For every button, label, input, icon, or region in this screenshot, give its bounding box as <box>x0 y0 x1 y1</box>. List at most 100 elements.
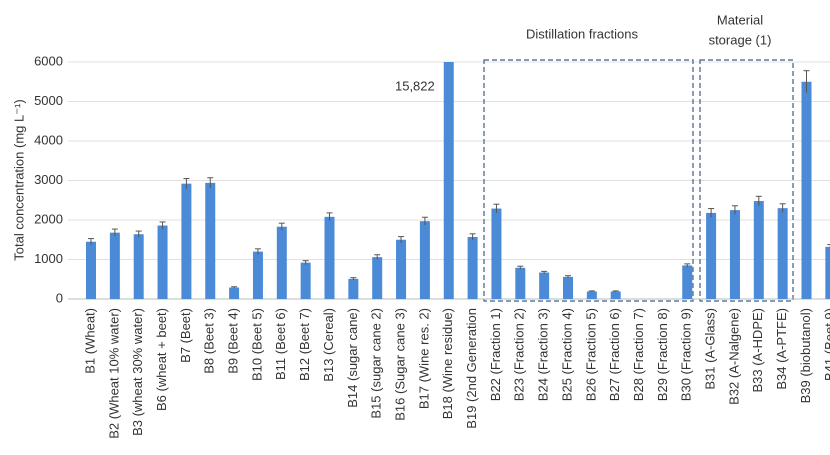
y-tick-label: 4000 <box>34 132 63 147</box>
x-tick-label: B29 (Fraction 8) <box>655 308 670 401</box>
error-bar <box>159 221 166 230</box>
x-tick-label: B1 (Wheat) <box>82 308 97 374</box>
error-bar <box>278 222 285 231</box>
error-bar <box>374 254 381 260</box>
bar <box>86 241 96 299</box>
error-bar <box>326 212 333 221</box>
bar <box>157 225 168 299</box>
x-tick-label: B39 (biobutanol) <box>798 308 813 403</box>
x-tick-label: B10 (Beet 5) <box>249 308 264 381</box>
bar <box>539 272 550 299</box>
x-tick-label: B33 (A-HDPE) <box>750 308 765 393</box>
error-bar <box>111 228 118 237</box>
error-bar <box>731 205 738 215</box>
y-tick-label: 5000 <box>34 93 63 108</box>
x-tick-label: B27 (Fraction 6) <box>607 308 622 401</box>
error-bar <box>803 70 810 93</box>
annotation: Distillation fractions <box>526 26 638 41</box>
bar <box>419 221 430 299</box>
bar <box>396 239 407 299</box>
x-tick-label: B12 (Beet 7) <box>297 308 312 381</box>
bar <box>777 208 788 299</box>
bar <box>825 246 830 299</box>
x-tick-label: B25 (Fraction 4) <box>559 308 574 401</box>
error-bar <box>421 216 428 226</box>
bar <box>348 278 359 299</box>
x-tick-label: B31 (A-Glass) <box>703 308 718 390</box>
error-bar <box>493 203 500 213</box>
bar <box>682 265 693 299</box>
bar <box>300 262 311 299</box>
bar <box>610 291 621 299</box>
x-tick-label: B16 (Sugar cane 3) <box>392 308 407 421</box>
bar <box>706 212 717 299</box>
bar <box>443 62 454 299</box>
x-tick-label: B34 (A-PTFE) <box>774 308 789 390</box>
error-bar <box>708 208 715 218</box>
bars <box>86 62 830 299</box>
annotation: storage (1) <box>709 32 772 47</box>
group-box <box>699 59 794 302</box>
error-bar <box>469 233 476 241</box>
group-box <box>483 59 694 302</box>
bar <box>229 287 240 299</box>
bar <box>324 216 335 299</box>
error-bar <box>827 243 830 250</box>
y-tick-label: 0 <box>56 290 63 305</box>
x-tick-label: B23 (Fraction 2) <box>512 308 527 401</box>
error-bar <box>588 290 595 293</box>
y-tick-label: 1000 <box>34 251 63 266</box>
x-tick-label: B9 (Beet 4) <box>226 308 241 374</box>
bar <box>801 81 812 299</box>
bar <box>491 208 502 299</box>
error-bar <box>684 263 691 268</box>
x-tick-label: B6 (wheat + beet) <box>154 308 169 411</box>
x-tick-label: B15 (sugar cane 2) <box>369 308 384 419</box>
error-bar <box>755 195 762 206</box>
error-bar <box>350 277 357 281</box>
error-bar <box>254 248 261 255</box>
error-bar <box>183 178 190 189</box>
bar <box>109 232 120 299</box>
x-tick-label: B14 (sugar cane) <box>345 308 360 408</box>
bar <box>729 210 740 299</box>
bar <box>133 234 144 299</box>
error-bar <box>302 260 309 265</box>
x-tick-label: B2 (Wheat 10% water) <box>106 308 121 439</box>
x-tick-label: B26 (Fraction 5) <box>583 308 598 401</box>
bar <box>586 291 597 299</box>
x-tick-label: B7 (Beet) <box>178 308 193 363</box>
x-tick-label: B3 (wheat 30% water) <box>130 308 145 436</box>
bar <box>276 226 287 299</box>
annotation: Material <box>717 12 763 27</box>
y-tick-label: 6000 <box>34 53 63 68</box>
error-bar <box>517 265 524 270</box>
bar <box>563 276 573 299</box>
error-bar <box>565 275 571 279</box>
error-bar <box>541 270 548 274</box>
x-tick-label: B13 (Cereal) <box>321 308 336 382</box>
bar <box>467 236 478 299</box>
x-tick-label: B17 (Wine res. 2) <box>416 308 431 409</box>
y-tick-label: 2000 <box>34 211 63 226</box>
x-tick-label: B11 (Beet 6) <box>273 308 288 380</box>
y-axis-label: Total concentration (mg L⁻¹) <box>11 99 26 260</box>
error-bar <box>207 177 214 189</box>
error-bar <box>88 238 94 245</box>
x-tick-label: B32 (A-Nalgene) <box>726 308 741 405</box>
bar <box>205 182 216 299</box>
bar <box>515 267 526 299</box>
bar <box>753 201 764 299</box>
error-bar <box>135 230 142 238</box>
bar <box>181 183 192 299</box>
bar <box>252 251 263 299</box>
x-tick-label: B19 (2nd Generation <box>464 308 479 429</box>
value-label: 15,822 <box>395 78 435 93</box>
x-tick-label: B8 (Beet 3) <box>202 308 217 374</box>
x-tick-label: B30 (Fraction 9) <box>679 308 694 401</box>
error-bar <box>398 236 405 243</box>
y-tick-label: 3000 <box>34 172 63 187</box>
x-tick-label: B22 (Fraction 1) <box>488 308 503 401</box>
error-bar <box>612 290 619 293</box>
